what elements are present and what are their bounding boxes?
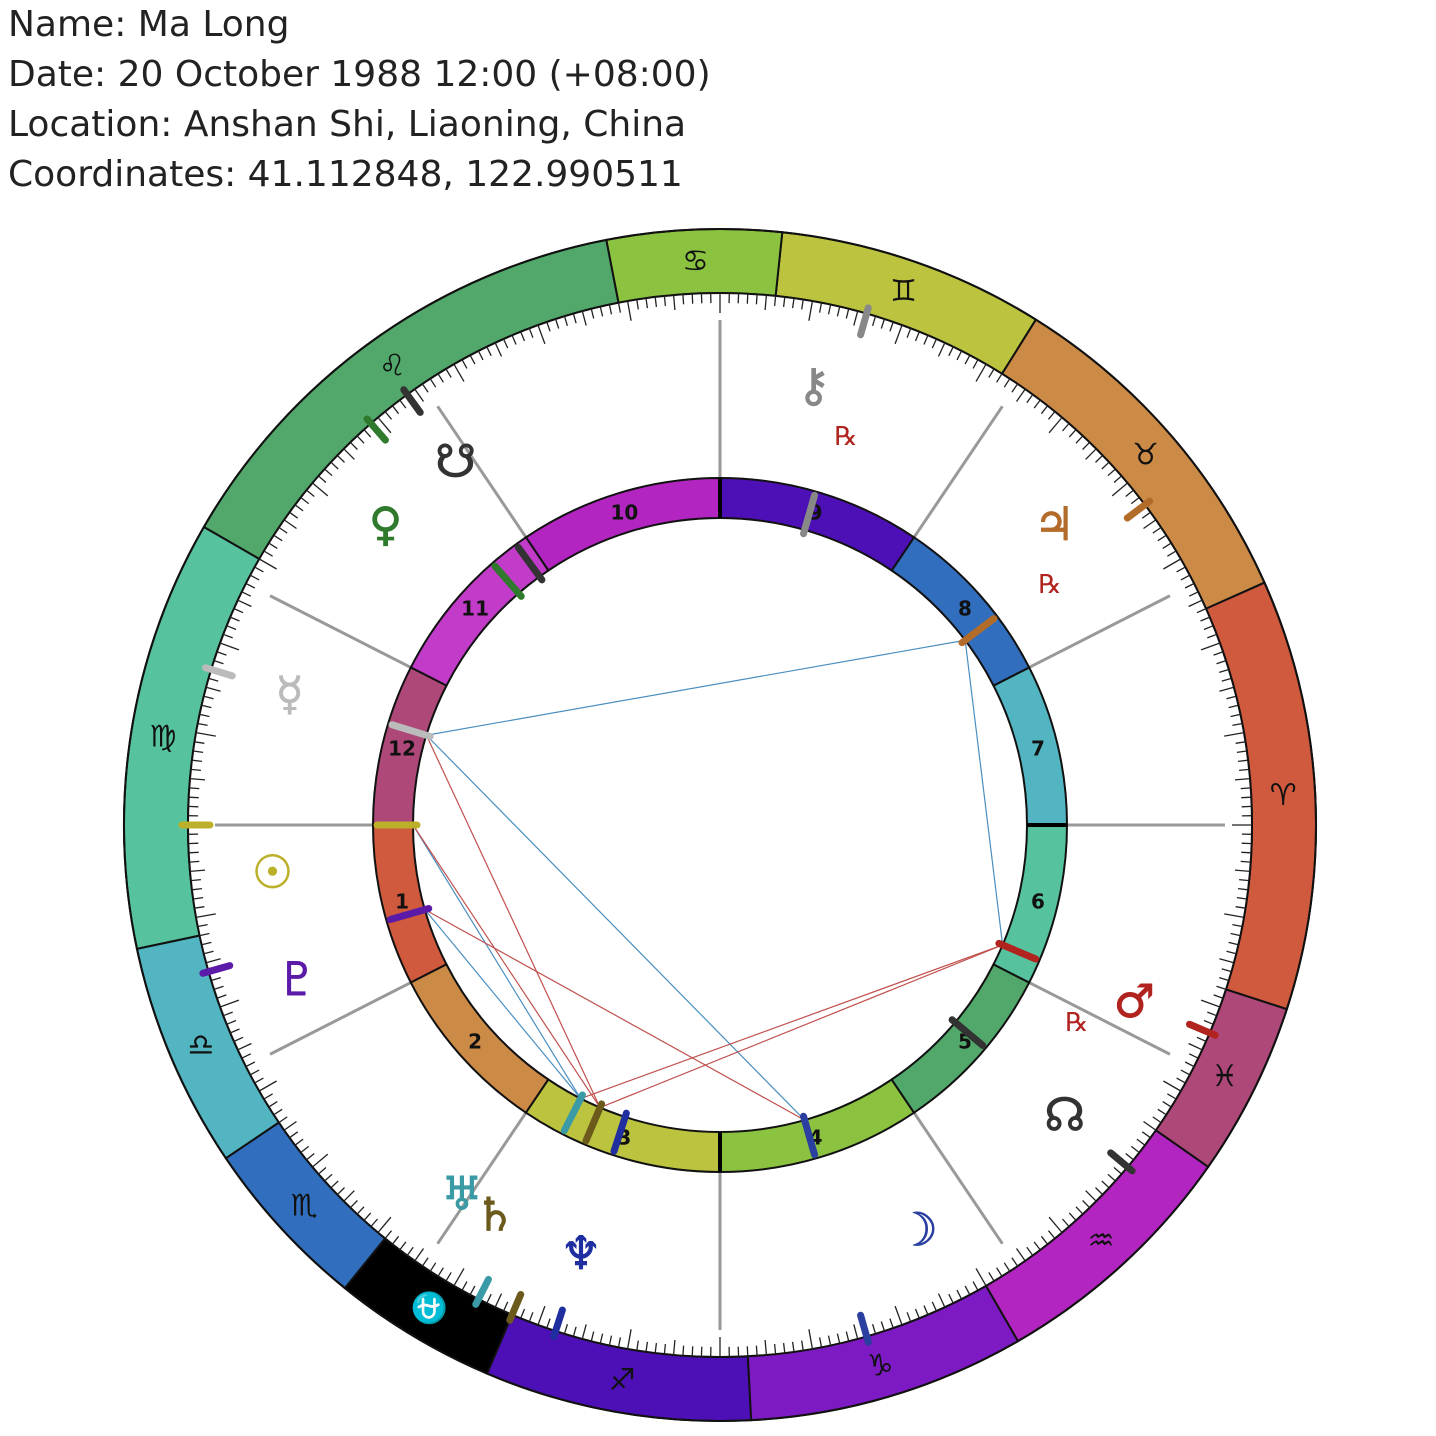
cusp-line-house-11 [436, 405, 528, 539]
neptune-glyph: ♆ [560, 1226, 601, 1280]
venus-outer-marker [363, 415, 389, 444]
planets: ☉☽☿♀♂℞♃℞♄♅♆♇⚷℞☊☋ [178, 304, 1219, 1346]
neptune-outer-marker [550, 1306, 566, 1341]
aquarius-sign-glyph: ♒ [1088, 1223, 1115, 1258]
libra-sign-glyph: ♎ [187, 1028, 214, 1063]
date-line: Date: 20 October 1988 12:00 (+08:00) [8, 54, 711, 95]
jupiter-outer-marker [1123, 497, 1154, 522]
jupiter-inner-marker [958, 615, 998, 647]
zodiac-ring: ♈ ♉ ♊ ♋ ♌ ♍ ♎ ♏ ⛎ ♐ ♑ ♒ ♓ [123, 228, 1317, 1422]
jupiter-glyph: ♃ [1034, 497, 1075, 551]
moon-outer-marker [857, 1311, 872, 1346]
chiron-retrograde-label: ℞ [834, 422, 857, 452]
jupiter-retrograde-label: ℞ [1038, 570, 1061, 600]
cusp-line-house-6 [1028, 981, 1171, 1056]
pluto-glyph: ♇ [277, 952, 318, 1006]
south-node-glyph: ☋ [435, 434, 476, 488]
north-node-outer-marker [1107, 1149, 1136, 1175]
aspect-pluto-uranus [424, 909, 582, 1099]
cusp-line-house-3 [436, 1111, 528, 1245]
house-12-number: 12 [388, 737, 416, 761]
venus-glyph: ♀ [369, 497, 403, 551]
house-cusp-lines [215, 320, 1225, 1330]
pisces-sign-glyph: ♓ [1211, 1059, 1238, 1094]
cancer-sign-glyph: ♋ [682, 244, 709, 279]
south-node-inner-marker [514, 544, 546, 584]
saturn-glyph: ♄ [474, 1188, 515, 1242]
saturn-inner-marker [582, 1100, 606, 1145]
house-2-number: 2 [468, 1030, 482, 1054]
aspect-pluto-moon [424, 909, 805, 1121]
mars-retrograde-label: ℞ [1065, 1008, 1088, 1038]
aspect-lines [412, 639, 1004, 1121]
aspect-mars-uranus [580, 944, 1003, 1100]
chart-header: Name: Ma Long Date: 20 October 1988 12:0… [8, 0, 711, 200]
sagittarius-sign-glyph: ♐ [609, 1363, 636, 1398]
cusp-line-house-2 [269, 981, 412, 1056]
moon-glyph: ☽ [897, 1202, 938, 1256]
aries-sign-glyph: ♈ [1270, 778, 1297, 813]
location-line: Location: Anshan Shi, Liaoning, China [8, 104, 687, 145]
chiron-glyph: ⚷ [797, 358, 831, 412]
sun-glyph: ☉ [252, 845, 293, 899]
cusp-line-house-5 [912, 1111, 1004, 1245]
name-line: Name: Ma Long [8, 4, 290, 45]
chiron-outer-marker [857, 304, 872, 339]
house-8-number: 8 [958, 596, 972, 620]
house-10-number: 10 [610, 500, 638, 524]
north-node-inner-marker [948, 1016, 987, 1049]
leo-sign-glyph: ♌ [379, 348, 406, 383]
aspect-mercury-jupiter [426, 639, 966, 736]
house-6-number: 6 [1031, 889, 1045, 913]
mercury-outer-marker [202, 664, 236, 680]
aspect-mercury-moon [425, 734, 806, 1121]
house-11-number: 11 [461, 596, 489, 620]
south-node-outer-marker [400, 386, 424, 416]
cusp-line-house-12 [269, 594, 412, 669]
chiron-inner-marker [800, 491, 819, 538]
cusp-line-house-9 [912, 405, 1004, 539]
mars-inner-marker [995, 939, 1040, 963]
aspect-sun-uranus [412, 824, 582, 1099]
mercury-inner-marker [388, 721, 434, 740]
aspect-sun-saturn [412, 824, 601, 1108]
house-7-number: 7 [1031, 737, 1045, 761]
aspect-jupiter-mars [964, 640, 1004, 946]
virgo-sign-glyph: ♍ [149, 719, 176, 754]
capricorn-sign-glyph: ♑ [867, 1348, 894, 1383]
coordinates-line: Coordinates: 41.112848, 122.990511 [8, 154, 683, 195]
north-node-glyph: ☊ [1044, 1087, 1085, 1141]
zodiac-outer-border [123, 228, 1317, 1422]
house-1-number: 1 [395, 889, 409, 913]
scorpio-sign-glyph: ♏ [291, 1189, 318, 1224]
cusp-line-house-8 [1028, 594, 1171, 669]
ophiuchus-sign-glyph: ⛎ [411, 1290, 448, 1326]
taurus-sign-glyph: ♉ [1132, 437, 1159, 472]
moon-inner-marker [800, 1112, 819, 1159]
uranus-inner-marker [560, 1091, 586, 1135]
aspect-mercury-saturn [425, 734, 601, 1108]
uranus-glyph: ♅ [441, 1167, 482, 1221]
aspect-mars-saturn [599, 944, 1003, 1109]
venus-inner-marker [491, 562, 525, 600]
mars-glyph: ♂ [1114, 974, 1155, 1028]
saturn-outer-marker [506, 1290, 525, 1324]
neptune-inner-marker [610, 1109, 630, 1155]
pluto-outer-marker [199, 962, 234, 977]
uranus-outer-marker [472, 1275, 492, 1308]
pluto-inner-marker [386, 905, 433, 924]
mercury-glyph: ☿ [276, 666, 304, 720]
gemini-sign-glyph: ♊ [890, 274, 917, 309]
mars-outer-marker [1185, 1020, 1219, 1039]
